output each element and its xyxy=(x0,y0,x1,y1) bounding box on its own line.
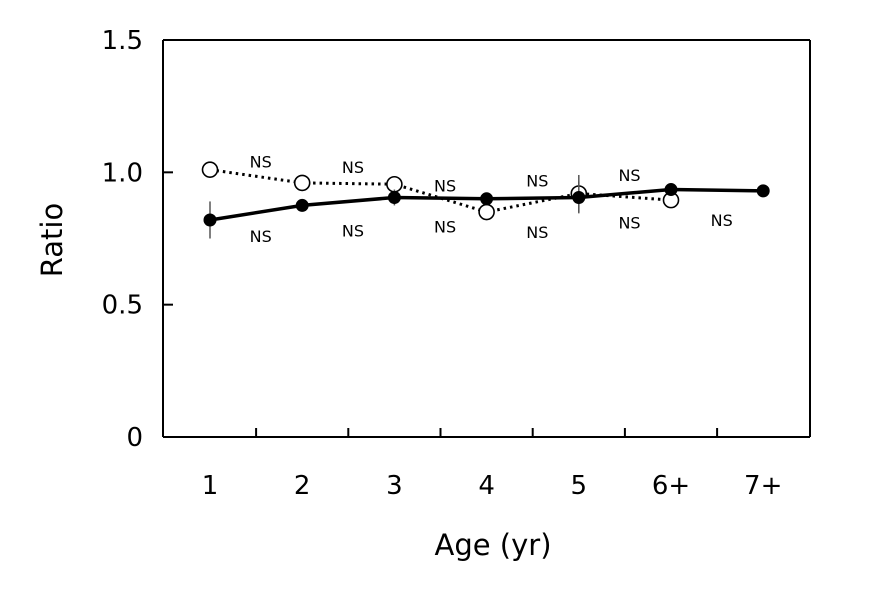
data-point xyxy=(293,174,311,192)
ns-annotation: NS xyxy=(526,223,548,242)
ns-annotation: NS xyxy=(250,227,272,246)
ns-annotation: NS xyxy=(342,222,364,241)
data-point xyxy=(203,213,217,227)
ns-annotation: NS xyxy=(618,166,640,185)
y-tick-label: 0 xyxy=(126,423,143,453)
y-tick-label: 1.5 xyxy=(102,26,143,56)
series-layer xyxy=(201,161,770,239)
x-axis-title: Age (yr) xyxy=(434,528,551,562)
data-point xyxy=(664,183,678,197)
annotation-layer: NS NS NS NS NS NS NS NS NS NS NS xyxy=(250,153,733,246)
data-point xyxy=(201,161,219,178)
x-tick-label: 7+ xyxy=(744,471,782,501)
y-tick-label: 0.5 xyxy=(102,291,143,321)
ns-annotation: NS xyxy=(434,177,456,196)
ns-annotation: NS xyxy=(711,211,733,230)
x-tick-label: 5 xyxy=(571,471,588,501)
data-point xyxy=(386,175,403,193)
data-point xyxy=(478,203,495,221)
data-point xyxy=(572,190,586,204)
y-tick-label: 1.0 xyxy=(102,158,143,188)
ns-annotation: NS xyxy=(618,214,640,233)
data-point xyxy=(295,198,309,212)
ns-annotation: NS xyxy=(526,171,548,190)
data-point xyxy=(756,184,770,198)
ns-annotation: NS xyxy=(434,218,456,237)
x-ticks: 1 2 3 4 5 6+ 7+ xyxy=(202,428,782,501)
y-ticks: 0 0.5 1.0 1.5 xyxy=(102,26,173,453)
plot-frame xyxy=(162,39,811,438)
data-point xyxy=(387,190,401,204)
x-tick-label: 3 xyxy=(386,471,403,501)
x-tick-label: 2 xyxy=(294,471,311,501)
x-tick-label: 4 xyxy=(478,471,495,501)
x-tick-label: 6+ xyxy=(652,471,690,501)
ns-annotation: NS xyxy=(342,158,364,177)
series-filled xyxy=(203,181,770,239)
data-point xyxy=(480,192,494,206)
y-axis-title: Ratio xyxy=(35,203,69,277)
ns-annotation: NS xyxy=(250,153,272,172)
x-tick-label: 1 xyxy=(202,471,219,501)
